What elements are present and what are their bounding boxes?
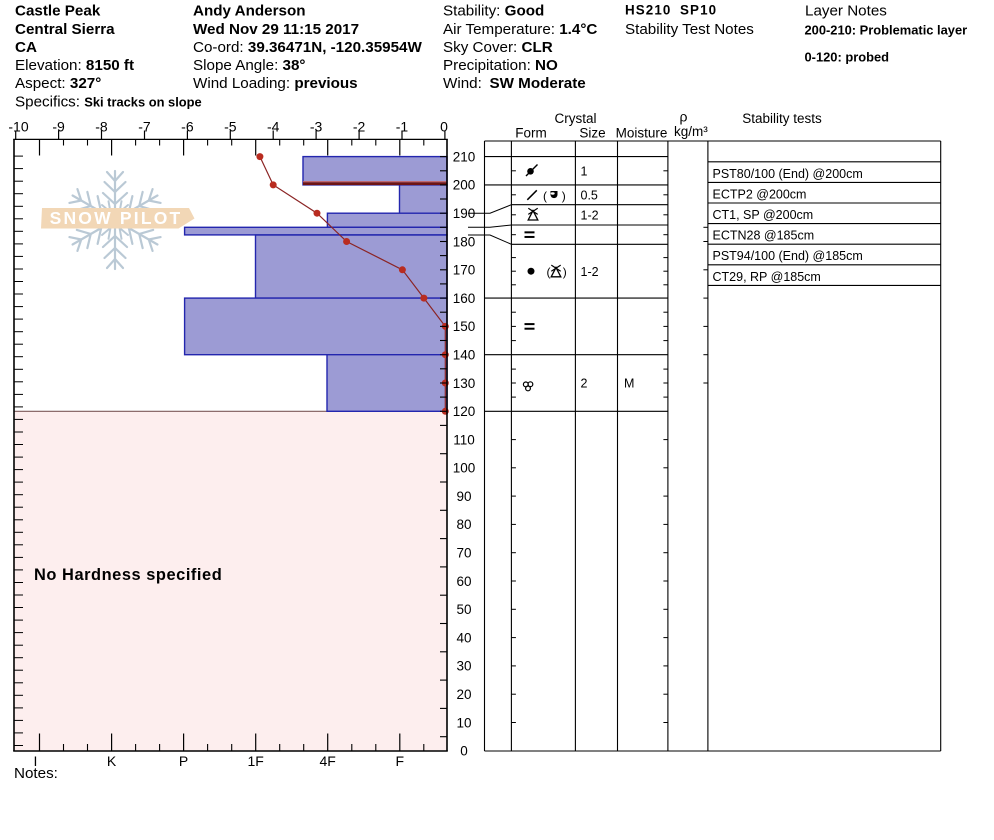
- svg-text:(: (: [543, 189, 547, 203]
- svg-text:ρ: ρ: [680, 109, 688, 125]
- svg-text:-10: -10: [8, 119, 28, 135]
- svg-text:Aspect: 327°: Aspect: 327°: [15, 75, 101, 92]
- svg-text:Castle Peak: Castle Peak: [15, 3, 101, 20]
- svg-text:CT29, RP @185cm: CT29, RP @185cm: [713, 270, 821, 284]
- svg-text:40: 40: [456, 630, 471, 645]
- svg-text:200-210: Problematic layer: 200-210: Problematic layer: [805, 23, 968, 38]
- svg-text:Wind Loading: previous: Wind Loading: previous: [193, 75, 358, 92]
- svg-text:K: K: [107, 753, 117, 769]
- svg-text:30: 30: [456, 659, 471, 674]
- svg-text:(: (: [547, 265, 551, 279]
- svg-text:150: 150: [453, 319, 476, 334]
- svg-text:Wind: SW Moderate: Wind: SW Moderate: [443, 75, 586, 92]
- svg-text:Moisture: Moisture: [616, 125, 668, 140]
- svg-text:CA: CA: [15, 39, 37, 56]
- svg-text:-3: -3: [310, 119, 323, 135]
- svg-text:90: 90: [456, 489, 471, 504]
- svg-text:): ): [563, 265, 567, 279]
- svg-text:190: 190: [453, 206, 476, 221]
- svg-text:P: P: [179, 753, 188, 769]
- svg-text:I: I: [34, 753, 38, 769]
- svg-text:Crystal: Crystal: [554, 111, 596, 126]
- svg-text:0: 0: [440, 119, 448, 135]
- svg-text:-1: -1: [396, 119, 409, 135]
- svg-text:Air Temperature: 1.4°C: Air Temperature: 1.4°C: [443, 21, 597, 38]
- svg-text:kg/m³: kg/m³: [674, 124, 708, 139]
- svg-text:1F: 1F: [248, 753, 264, 769]
- svg-text:Central Sierra: Central Sierra: [15, 21, 115, 38]
- svg-text:Stability Test Notes: Stability Test Notes: [625, 21, 754, 38]
- svg-text:PST94/100 (End) @185cm: PST94/100 (End) @185cm: [713, 249, 863, 263]
- svg-text:60: 60: [456, 574, 471, 589]
- svg-text:210: 210: [453, 149, 476, 164]
- svg-text:0-120: probed: 0-120: probed: [805, 49, 890, 64]
- svg-text:ECTP2 @200cm: ECTP2 @200cm: [713, 187, 807, 201]
- svg-text:Notes:: Notes:: [14, 765, 58, 782]
- svg-text:10: 10: [456, 715, 471, 730]
- svg-text:Stability tests: Stability tests: [742, 111, 822, 126]
- svg-text:Co-ord: 39.36471N, -120.35954W: Co-ord: 39.36471N, -120.35954W: [193, 39, 422, 56]
- svg-text:Wed Nov 29 11:15 2017: Wed Nov 29 11:15 2017: [193, 21, 359, 38]
- svg-text:20: 20: [456, 687, 471, 702]
- svg-text:-7: -7: [138, 119, 151, 135]
- svg-text:110: 110: [453, 432, 475, 447]
- svg-text:100: 100: [453, 461, 476, 476]
- svg-text:1-2: 1-2: [581, 208, 599, 222]
- svg-text:120: 120: [453, 404, 476, 419]
- svg-text:HS210: HS210: [625, 3, 671, 18]
- svg-text:50: 50: [456, 602, 471, 617]
- svg-text:F: F: [396, 753, 405, 769]
- svg-text:200: 200: [453, 178, 476, 193]
- svg-text:0.5: 0.5: [581, 189, 598, 203]
- svg-text:Specifics: Ski tracks on slope: Specifics: Ski tracks on slope: [15, 93, 202, 110]
- svg-text:No Hardness specified: No Hardness specified: [34, 566, 222, 584]
- svg-text:1-2: 1-2: [581, 265, 599, 279]
- svg-text:70: 70: [456, 546, 471, 561]
- svg-text:ECTN28 @185cm: ECTN28 @185cm: [713, 229, 815, 243]
- svg-text:PST80/100 (End) @200cm: PST80/100 (End) @200cm: [713, 167, 863, 181]
- svg-text:Form: Form: [515, 125, 547, 140]
- svg-text:Size: Size: [579, 125, 605, 140]
- svg-text:Stability: Good: Stability: Good: [443, 3, 544, 20]
- svg-text:-5: -5: [224, 119, 237, 135]
- svg-text:CT1, SP @200cm: CT1, SP @200cm: [713, 208, 814, 222]
- svg-text:130: 130: [453, 376, 476, 391]
- svg-text:160: 160: [453, 291, 476, 306]
- svg-text:Sky Cover: CLR: Sky Cover: CLR: [443, 39, 553, 56]
- svg-text:1: 1: [581, 164, 588, 178]
- svg-text:-6: -6: [181, 119, 194, 135]
- svg-text:2: 2: [581, 377, 588, 391]
- svg-text:): ): [562, 189, 566, 203]
- svg-text:4F: 4F: [320, 753, 336, 769]
- svg-text:140: 140: [453, 348, 476, 363]
- svg-text:180: 180: [453, 234, 476, 249]
- svg-text:Slope Angle: 38°: Slope Angle: 38°: [193, 57, 305, 74]
- svg-text:-8: -8: [95, 119, 108, 135]
- svg-text:Precipitation: NO: Precipitation: NO: [443, 57, 558, 74]
- svg-text:-4: -4: [267, 119, 280, 135]
- svg-text:Layer Notes: Layer Notes: [805, 3, 887, 20]
- svg-text:Andy Anderson: Andy Anderson: [193, 3, 306, 20]
- svg-text:-2: -2: [353, 119, 366, 135]
- svg-text:0: 0: [460, 744, 468, 759]
- svg-text:SP10: SP10: [680, 3, 717, 18]
- svg-text:170: 170: [453, 263, 476, 278]
- svg-text:Elevation: 8150 ft: Elevation: 8150 ft: [15, 57, 134, 74]
- svg-text:80: 80: [456, 517, 471, 532]
- svg-text:M: M: [624, 377, 634, 391]
- svg-text:-9: -9: [52, 119, 65, 135]
- svg-text:SNOW PILOT: SNOW PILOT: [50, 208, 183, 228]
